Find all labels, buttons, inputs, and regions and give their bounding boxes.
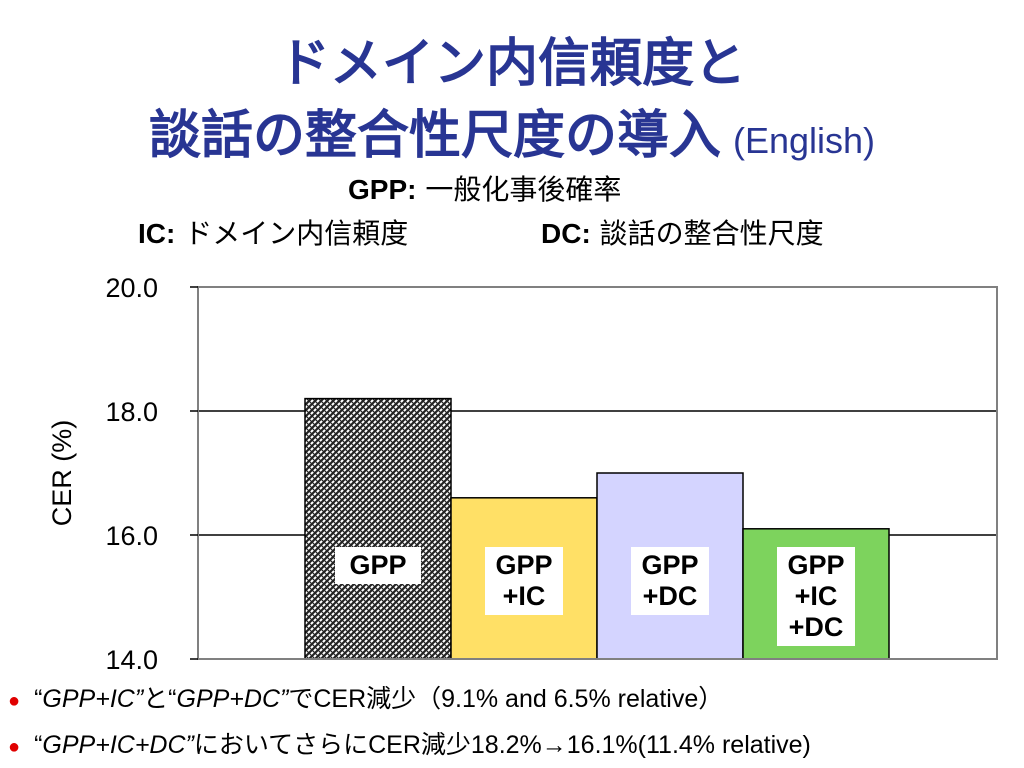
bar-label-box <box>631 547 709 615</box>
bullet-2-quote: “ <box>34 731 43 759</box>
bar-label: +DC <box>643 581 698 611</box>
bar-label-box <box>485 547 563 615</box>
slide-title-english: (English) <box>732 120 876 161</box>
bar-label: GPP <box>495 550 552 580</box>
bullet-2-italic: GPP+IC+DC” <box>42 731 194 759</box>
bar-label-box <box>335 547 421 584</box>
def-gpp-key: GPP: <box>348 174 417 205</box>
bullet-dot-icon: ● <box>8 736 21 758</box>
bullet-dot-icon: ● <box>8 690 21 712</box>
def-gpp-text: 一般化事後確率 <box>425 173 622 206</box>
bullet-1-text-2: でCER減少（9.1% and 6.5% relative） <box>288 685 724 713</box>
slide-title-text: 談話の整合性尺度の導入 <box>148 106 721 166</box>
bar-label-box <box>777 547 855 646</box>
def-ic: IC: ドメイン内信頼度 <box>138 216 408 252</box>
bullet-1: ● “GPP+IC”と“GPP+DC”でCER減少（9.1% and 6.5% r… <box>8 683 723 717</box>
slide-title-line2: 談話の整合性尺度の導入 (English) <box>0 104 1024 173</box>
def-dc-key: DC: <box>541 218 591 249</box>
bar-label: GPP <box>787 550 844 580</box>
plot-frame <box>197 286 998 660</box>
def-dc-text: 談話の整合性尺度 <box>599 217 824 250</box>
def-dc: DC: 談話の整合性尺度 <box>541 216 824 252</box>
bar-label: +DC <box>789 612 844 642</box>
y-tick-label: 20.0 <box>105 273 158 303</box>
def-ic-key: IC: <box>138 218 176 249</box>
def-ic-text: ドメイン内信頼度 <box>184 217 409 250</box>
bullet-2-text: においてさらにCER減少18.2%→16.1%(11.4% relative) <box>193 731 811 759</box>
bar-label: +IC <box>795 581 838 611</box>
bar-gpp <box>304 397 452 660</box>
y-tick-label: 14.0 <box>105 645 158 675</box>
y-axis-label: CER (%) <box>47 420 77 527</box>
y-tick-label: 16.0 <box>105 521 158 551</box>
bullet-2: ● “GPP+IC+DC”においてさらにCER減少18.2%→16.1%(11.4… <box>8 729 811 763</box>
def-gpp: GPP: 一般化事後確率 <box>348 172 621 208</box>
bullet-1-quote: “ <box>34 685 43 713</box>
slide-title-line1: ドメイン内信頼度と <box>277 34 746 94</box>
bar-label: GPP <box>641 550 698 580</box>
bar-label: +IC <box>503 581 546 611</box>
y-tick-labels: 14.0 16.0 18.0 20.0 <box>105 273 198 675</box>
y-tick-label: 18.0 <box>105 397 158 427</box>
bullet-1-text-1: と <box>143 685 169 713</box>
bullet-1-italic-2: GPP+DC” <box>176 685 289 713</box>
bullet-1-italic-1: GPP+IC” <box>42 685 144 713</box>
bar-label: GPP <box>349 550 406 580</box>
bullet-1-quote-2: “ <box>168 685 177 713</box>
